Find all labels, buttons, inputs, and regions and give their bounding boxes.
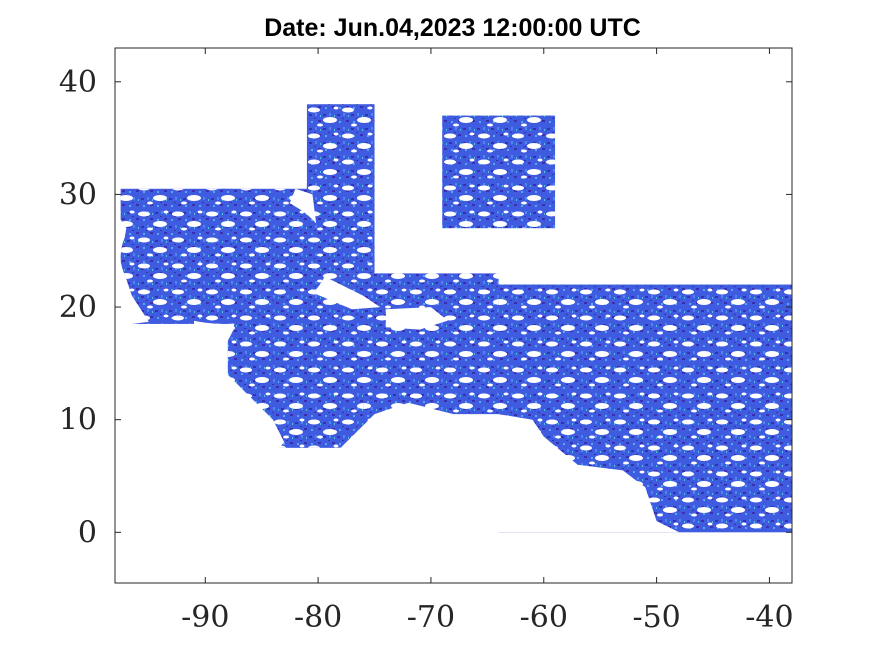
axis-ticks: -90 -80 -70 -60 -50 -40 0 10 20 30 40 xyxy=(59,48,794,635)
x-tick-label: -90 xyxy=(181,600,229,635)
gulf-clouds xyxy=(120,188,330,324)
y-tick-label: 30 xyxy=(59,177,97,212)
axes-frame xyxy=(114,47,793,584)
cloud-gap-layer xyxy=(115,48,792,533)
y-tick-label: 40 xyxy=(59,65,97,100)
x-tick-label: -70 xyxy=(407,600,455,635)
land-mask-6 xyxy=(115,48,307,184)
land-mask-1 xyxy=(115,323,285,454)
x-tick-label: -50 xyxy=(632,600,680,635)
land-mask-8 xyxy=(115,211,149,327)
y-tick-label: 0 xyxy=(78,515,97,550)
land-mask-5 xyxy=(374,48,792,285)
map-title: Date: Jun.04,2023 12:00:00 UTC xyxy=(264,14,641,42)
cloud-gaps-western-caribbean-strip xyxy=(272,397,364,448)
x-tick-label: -80 xyxy=(294,600,342,635)
x-tick-label: -60 xyxy=(520,600,568,635)
atlantic-box-clouds xyxy=(442,115,556,229)
land-mask-4 xyxy=(385,307,448,330)
x-tick-label: -40 xyxy=(745,600,793,635)
land-mask-9 xyxy=(115,447,273,533)
y-tick-label: 20 xyxy=(59,290,97,325)
y-tick-label: 10 xyxy=(59,403,97,438)
